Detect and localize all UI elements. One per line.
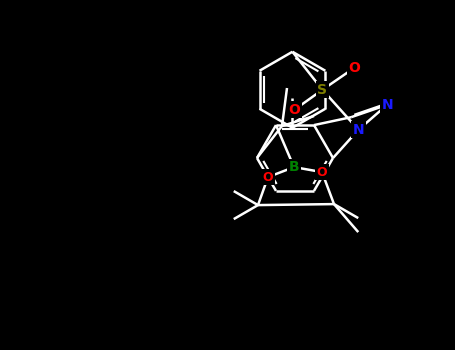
Text: S: S: [318, 83, 328, 97]
Text: N: N: [381, 98, 393, 112]
Text: O: O: [317, 166, 327, 178]
Text: N: N: [353, 123, 364, 137]
Text: O: O: [263, 170, 273, 184]
Text: O: O: [349, 61, 360, 75]
Text: O: O: [288, 103, 300, 117]
Text: B: B: [288, 160, 299, 174]
